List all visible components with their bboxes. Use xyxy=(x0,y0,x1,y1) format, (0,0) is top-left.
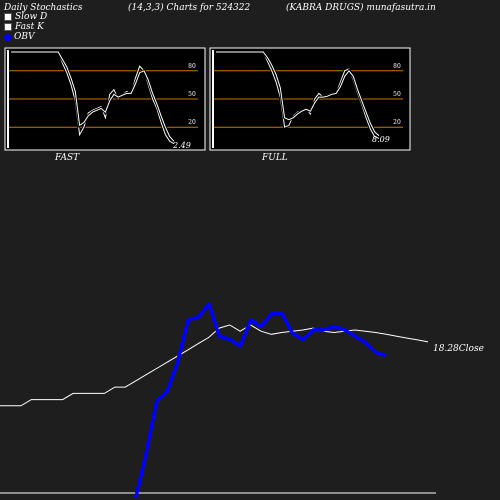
tick-label-50: 50 xyxy=(393,91,401,98)
last-value-label: 8.09 xyxy=(372,135,390,144)
full-panel-label: FULL xyxy=(262,153,288,163)
header-right: (KABRA DRUGS) munafasutra.in xyxy=(286,3,436,13)
header-center: (14,3,3) Charts for 524322 xyxy=(128,3,251,13)
legend: Slow D Fast K OBV xyxy=(4,12,47,42)
tick-label-20: 20 xyxy=(393,119,401,126)
legend-slow-d: Slow D xyxy=(4,12,47,22)
fast-k-swatch-icon xyxy=(4,23,12,31)
slow-d-line xyxy=(216,51,380,137)
tick-label-80: 80 xyxy=(393,63,401,70)
legend-fast-k: Fast K xyxy=(4,22,47,32)
obv-swatch-icon xyxy=(4,33,11,41)
tick-label-80: 80 xyxy=(188,63,196,70)
full-panel: 80 50 20 8.09 xyxy=(209,47,411,151)
close-label: 18.28Close xyxy=(433,344,484,354)
legend-obv-label: OBV xyxy=(14,32,35,42)
legend-obv: OBV xyxy=(4,32,47,42)
last-value-label: 2.49 xyxy=(172,141,191,150)
fast-panel: 80 50 20 2.49 xyxy=(4,47,206,151)
obv-line xyxy=(133,302,387,499)
close-price-line xyxy=(0,324,429,407)
header-left: Daily Stochastics xyxy=(4,3,83,13)
tick-label-50: 50 xyxy=(188,91,196,98)
slow-d-swatch-icon xyxy=(4,13,12,21)
legend-slow-d-label: Slow D xyxy=(15,12,48,22)
slow-d-line xyxy=(11,51,175,142)
fast-panel-label: FAST xyxy=(55,153,80,163)
legend-fast-k-label: Fast K xyxy=(15,22,44,32)
tick-label-20: 20 xyxy=(188,119,196,126)
